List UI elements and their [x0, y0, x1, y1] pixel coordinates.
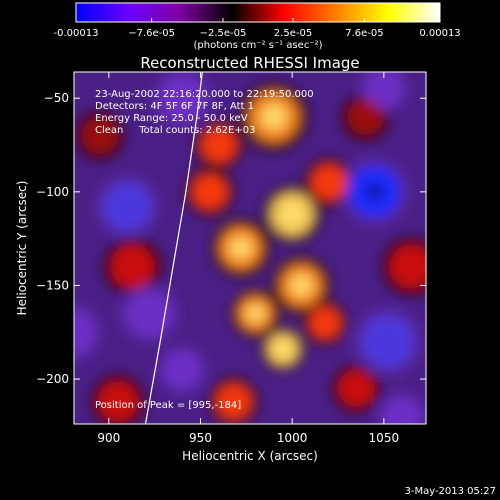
colorbar-tick-label: -0.00013 [54, 28, 99, 39]
heatmap-blob [338, 370, 375, 407]
heatmap-blob [361, 315, 414, 368]
heatmap-blob-core [368, 185, 382, 199]
heatmap-blob [163, 351, 201, 389]
heatmap-blob [97, 381, 139, 422]
chart-title: Reconstructed RHESSI Image [140, 54, 359, 72]
x-axis-label: Heliocentric X (arcsec) [182, 449, 318, 463]
y-axis-label: Heliocentric Y (arcsec) [15, 181, 29, 316]
x-axis-ticks: 900 950 1000 1050 [97, 72, 399, 445]
colorbar-tick-label: −2.5e-05 [200, 28, 247, 39]
heatmap-blob [103, 182, 151, 231]
annotation-block: 23-Aug-2002 22:16:20.000 to 22:19:50.000… [95, 89, 314, 136]
y-tick-label: −50 [44, 91, 69, 105]
y-tick-label: −150 [36, 278, 69, 292]
heatmap-blob-core [290, 274, 313, 297]
annotation-energy: Energy Range: 25.0 - 50.0 keV [95, 113, 248, 124]
plot-frame [73, 71, 427, 425]
y-tick-label: −100 [36, 185, 69, 199]
x-tick-label: 1000 [277, 431, 308, 445]
y-axis-ticks: −50 −100 −150 −200 [36, 91, 426, 386]
colorbar-unit-label: (photons cm⁻² s⁻¹ asec⁻²) [193, 40, 322, 51]
colorbar-tick-label: 7.6e-05 [345, 28, 383, 39]
annotation-detectors: Detectors: 4F 5F 6F 7F 8F, Att 1 [95, 101, 254, 112]
heatmap-blob-core [229, 237, 252, 259]
colorbar [75, 2, 441, 23]
x-tick-label: 950 [189, 431, 212, 445]
colorbar-ticks: -0.00013 −7.6e-05 −2.5e-05 2.5e-05 7.6e-05 0.… [54, 18, 461, 39]
heatmap-blob [200, 126, 238, 164]
colorbar-tick-label: −7.6e-05 [128, 28, 175, 39]
heatmap-blob [365, 72, 403, 108]
heatmap-blob [81, 117, 118, 154]
heatmap-blob [110, 244, 155, 289]
heatmap-blob-core [246, 304, 265, 323]
heatmap-blob [383, 398, 421, 424]
heatmap-blob [389, 244, 426, 289]
peak-position-label: Position of Peak = [995,-184] [95, 400, 241, 411]
heatmap-blob [347, 98, 384, 136]
heatmap-blob-core [281, 203, 304, 226]
heatmap-blob-core [261, 104, 287, 130]
y-tick-label: −200 [36, 372, 69, 386]
colorbar-tick-label: 2.5e-05 [274, 28, 312, 39]
solar-limb-curve [144, 72, 203, 424]
heatmap-blob-core [274, 340, 292, 358]
x-tick-label: 1050 [369, 431, 400, 445]
annotation-time: 23-Aug-2002 22:16:20.000 to 22:19:50.000 [95, 89, 314, 100]
annotation-counts: Clean Total counts: 2.62E+03 [95, 125, 255, 136]
heatmap-blob [308, 306, 342, 340]
heatmap-blob [74, 310, 95, 355]
heatmap-image [74, 72, 426, 424]
heatmap-blob [310, 164, 348, 201]
heatmap-blob [160, 76, 205, 121]
heatmap-blob [127, 291, 172, 336]
footer-date: 3-May-2013 05:27 [404, 486, 496, 497]
x-tick-label: 900 [97, 431, 120, 445]
heatmap-blob [191, 173, 229, 211]
heatmap-blob [215, 383, 252, 420]
colorbar-tick-label: 0.00013 [419, 28, 460, 39]
